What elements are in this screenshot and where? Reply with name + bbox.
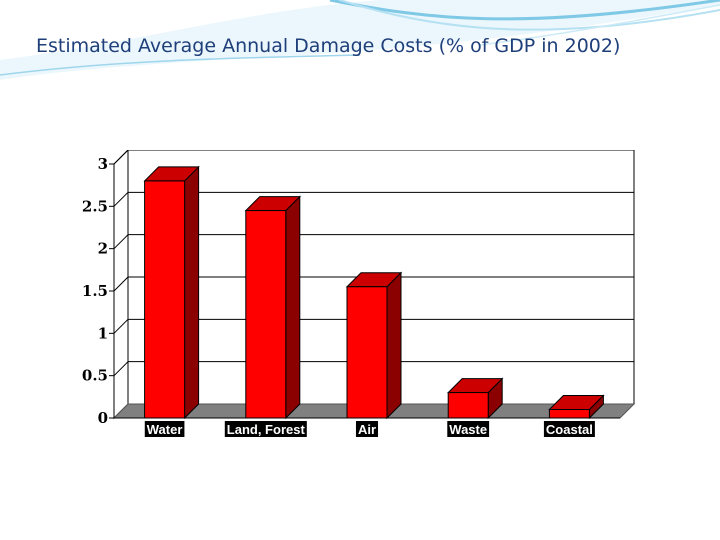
- x-tick-label: Air: [358, 422, 376, 437]
- bar-front-face: [144, 180, 186, 419]
- gridline-side: [113, 150, 129, 165]
- x-tick-label-bg: [447, 421, 490, 437]
- bar-front-face: [245, 210, 287, 419]
- bar-water: [143, 165, 200, 420]
- bar-chart: 0 0.5 1 1.5 2 2.5 3 Water Land, Forest Air Waste C…: [82, 150, 636, 437]
- y-tick-label: 1.5: [82, 282, 108, 300]
- x-axis-labels: Water Land, Forest Air Waste Coastal: [144, 421, 595, 437]
- bar-front-face: [346, 286, 388, 419]
- x-tick-label-group: Air: [355, 421, 379, 437]
- bar-side-face: [285, 195, 301, 420]
- x-tick-label: Land, Forest: [227, 422, 306, 437]
- y-tick-label: 2.5: [82, 197, 108, 215]
- x-tick-label-group: Coastal: [543, 421, 595, 437]
- y-tick-label: 2: [98, 240, 108, 258]
- x-tick-label-group: Waste: [447, 421, 490, 437]
- y-tick-label: 0.5: [82, 367, 108, 385]
- gridline-side: [113, 191, 129, 207]
- y-tick-label: 0: [98, 409, 108, 427]
- bar-waste: [446, 377, 504, 420]
- bar-front-face: [447, 392, 489, 419]
- gridline-side: [113, 276, 129, 292]
- bar-coastal: [548, 394, 605, 420]
- x-tick-label-bg: [543, 421, 595, 437]
- x-tick-label-group: Water: [144, 421, 185, 437]
- gridline-side: [113, 234, 129, 250]
- gridline-side: [113, 318, 129, 334]
- bar-side-face: [386, 271, 402, 420]
- bar-front-face: [548, 409, 590, 419]
- header-wave-decoration: [0, 0, 720, 80]
- bar-air: [345, 271, 403, 420]
- x-tick-label: Waste: [449, 422, 487, 437]
- y-tick-label: 1: [98, 324, 108, 342]
- x-tick-label-bg: [224, 421, 307, 437]
- x-tick-label: Coastal: [546, 422, 593, 437]
- x-tick-label-bg: [144, 421, 185, 437]
- x-tick-label: Water: [147, 422, 183, 437]
- x-tick-label-group: Land, Forest: [224, 421, 307, 437]
- chart-bars: [143, 165, 605, 420]
- gridline-side: [113, 361, 129, 377]
- y-tick-label: 3: [98, 155, 108, 173]
- x-tick-label-bg: [355, 421, 379, 437]
- bar-land-forest: [244, 195, 302, 420]
- slide-title: Estimated Average Annual Damage Costs (%…: [36, 35, 621, 57]
- bar-side-face: [184, 165, 200, 420]
